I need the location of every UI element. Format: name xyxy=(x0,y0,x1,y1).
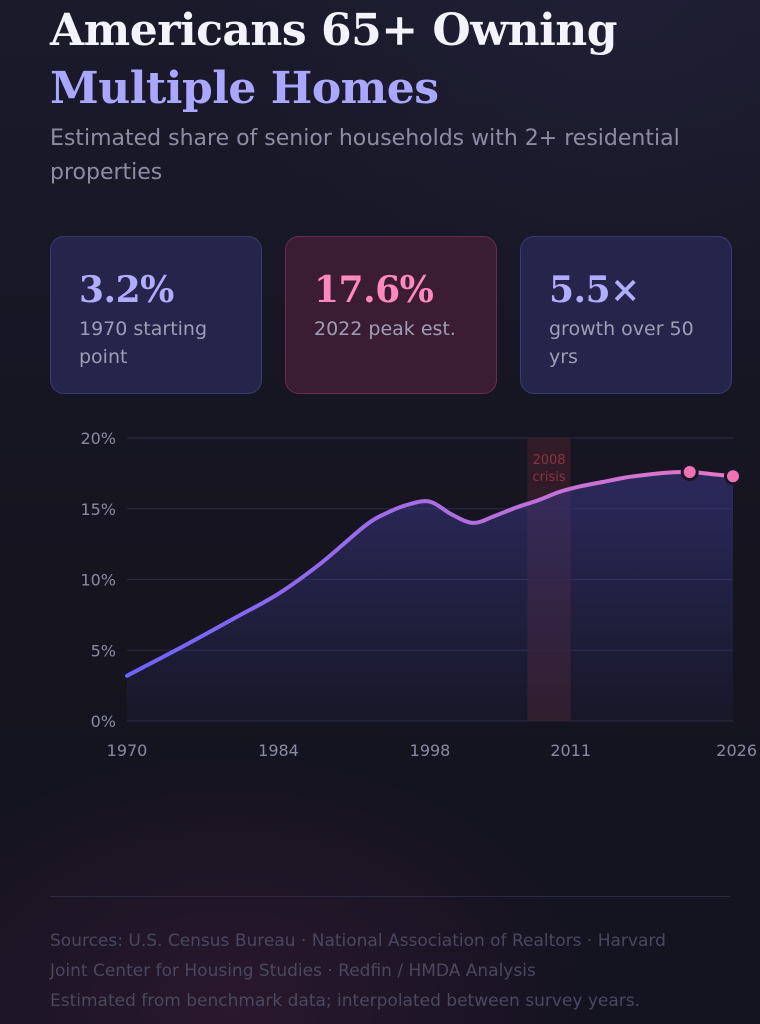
title-line-1: Americans 65+ Owning xyxy=(50,5,618,56)
stat-label-growth: growth over 50 yrs xyxy=(549,318,694,368)
stat-value-peak: 17.6% xyxy=(314,269,434,311)
footer-divider xyxy=(50,896,730,897)
point-layer xyxy=(680,462,742,486)
stat-value-growth: 5.5× xyxy=(549,269,640,311)
x-tick-label: 2026 xyxy=(716,741,757,760)
area-layer xyxy=(127,471,733,721)
y-tick-label: 10% xyxy=(80,571,116,590)
highlight-point xyxy=(724,467,742,486)
stat-value-start: 3.2% xyxy=(79,269,174,311)
stat-label-peak: 2022 peak est. xyxy=(314,318,456,340)
y-tick-label: 0% xyxy=(91,712,116,731)
stat-card-growth: 5.5× growth over 50 yrs xyxy=(520,236,732,394)
series-area xyxy=(127,471,733,721)
crisis-label-line-2: crisis xyxy=(532,470,565,485)
sources: Sources: U.S. Census Bureau · National A… xyxy=(50,926,740,1016)
x-tick-label: 2011 xyxy=(550,741,591,760)
page-title: Americans 65+ Owning Multiple Homes xyxy=(50,2,740,118)
sources-line-2: Joint Center for Housing Studies · Redfi… xyxy=(50,961,536,981)
stat-label-start: 1970 starting point xyxy=(79,318,208,368)
stat-card-peak: 17.6% 2022 peak est. xyxy=(285,236,497,394)
x-tick-label: 1970 xyxy=(107,741,148,760)
sources-note: Estimated from benchmark data; interpola… xyxy=(50,991,641,1011)
series-line xyxy=(125,469,735,678)
line-layer xyxy=(125,469,735,678)
x-tick-label: 1984 xyxy=(258,741,299,760)
crisis-label-line-1: 2008 xyxy=(532,453,565,468)
label-layer: 0% 5% 10% 15% 20% 1970 1984 1998 2011 2026 2008 cri… xyxy=(80,429,757,760)
y-tick-label: 5% xyxy=(91,641,116,660)
sources-line-1: Sources: U.S. Census Bureau · National A… xyxy=(50,931,666,951)
y-tick-label: 15% xyxy=(80,500,116,519)
subtitle: Estimated share of senior households wit… xyxy=(50,126,680,185)
title-line-2: Multiple Homes xyxy=(50,63,439,114)
y-tick-label: 20% xyxy=(80,429,116,448)
area-chart: 0% 5% 10% 15% 20% 1970 1984 1998 2011 2026 2008 cri… xyxy=(80,429,757,760)
x-tick-label: 1998 xyxy=(410,741,451,760)
stat-card-start: 3.2% 1970 starting point xyxy=(50,236,262,394)
highlight-point xyxy=(680,462,699,481)
